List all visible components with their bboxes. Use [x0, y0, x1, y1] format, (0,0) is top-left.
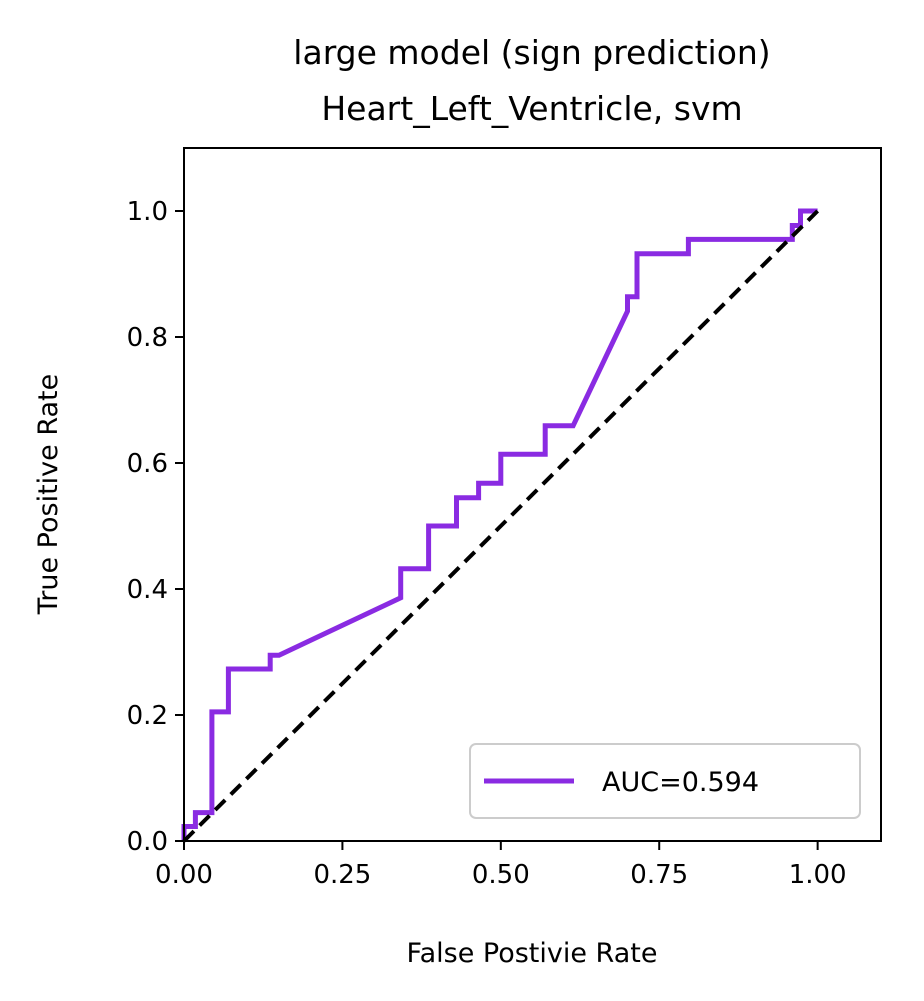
legend-label: AUC=0.594	[602, 767, 759, 798]
y-tick-label: 0.2	[127, 701, 168, 731]
axes-frame	[183, 147, 882, 842]
x-tick-label: 0.75	[630, 860, 688, 890]
x-tick-label: 0.00	[155, 860, 213, 890]
tick-marks: 0.00 0.25 0.50 0.75 1.00 0.0 0.2 0.4 0.6 0.8 1.0	[127, 197, 847, 890]
x-tick-label: 1.00	[789, 860, 847, 890]
x-axis-label: False Postivie Rate	[407, 938, 658, 969]
chart-title-line1: large model (sign prediction)	[293, 33, 770, 72]
x-tick-label: 0.25	[313, 860, 371, 890]
plot-area	[181, 208, 820, 843]
chance-diagonal-line	[182, 209, 820, 843]
roc-curve-line	[181, 208, 818, 841]
x-tick-label: 0.50	[472, 860, 530, 890]
legend: AUC=0.594	[469, 743, 861, 819]
y-tick-label: 0.0	[127, 827, 168, 857]
y-tick-label: 0.8	[127, 323, 168, 353]
legend-box	[469, 743, 861, 819]
y-tick-label: 0.6	[127, 449, 168, 479]
chart-title-line2: Heart_Left_Ventricle, svm	[321, 89, 742, 128]
y-tick-label: 0.4	[127, 575, 168, 605]
y-axis-label: True Positive Rate	[33, 374, 64, 616]
y-tick-label: 1.0	[127, 197, 168, 227]
